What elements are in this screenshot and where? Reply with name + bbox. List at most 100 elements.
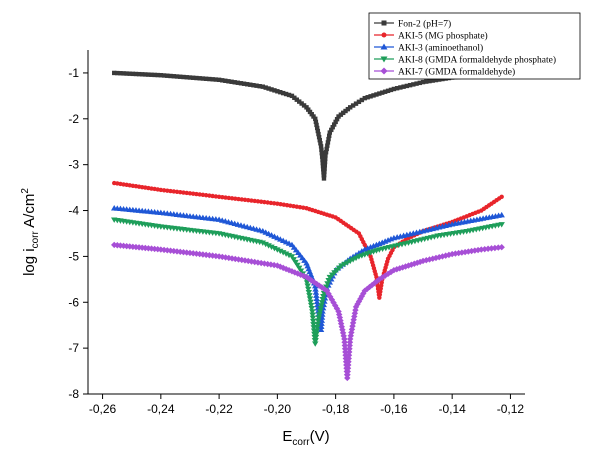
data-point — [353, 101, 359, 106]
data-point — [365, 95, 370, 100]
data-point — [314, 318, 322, 324]
data-point — [303, 280, 311, 286]
data-point — [338, 112, 344, 117]
data-point — [319, 147, 324, 152]
data-point — [223, 195, 228, 200]
data-point — [499, 194, 504, 199]
data-point — [317, 326, 325, 332]
data-point — [313, 292, 320, 298]
data-point — [294, 204, 299, 209]
data-point — [210, 77, 215, 82]
data-point — [326, 133, 332, 139]
data-point — [277, 248, 284, 255]
data-point — [245, 257, 252, 265]
data-point — [388, 87, 394, 93]
data-point — [322, 163, 328, 168]
data-point — [200, 76, 206, 81]
data-point — [236, 196, 241, 202]
data-point — [158, 73, 164, 78]
data-point — [238, 81, 244, 86]
data-point — [265, 200, 270, 205]
data-point — [306, 293, 313, 299]
data-point — [114, 242, 121, 249]
data-point — [184, 190, 189, 196]
data-point — [258, 199, 264, 204]
data-point — [318, 144, 324, 149]
legend-item: AKI-7 (GMDA formaldehyde) — [374, 67, 515, 78]
data-point — [187, 191, 193, 196]
data-point — [309, 112, 314, 117]
series-layer — [111, 70, 505, 382]
series-3 — [111, 205, 505, 332]
data-point — [248, 82, 253, 87]
legend-label: Fon-2 (pH=7) — [398, 19, 451, 30]
data-point — [368, 94, 373, 99]
legend-label: AKI-7 (GMDA formaldehyde) — [398, 67, 515, 78]
data-point — [319, 154, 325, 159]
data-point — [285, 252, 293, 259]
data-point — [191, 75, 196, 80]
data-point — [226, 79, 231, 84]
data-point — [391, 86, 397, 92]
data-point — [283, 91, 289, 97]
data-point — [329, 127, 334, 133]
data-point — [197, 76, 202, 81]
data-point — [318, 314, 326, 320]
data-point — [197, 192, 202, 197]
data-point — [213, 194, 219, 199]
data-point — [317, 306, 324, 312]
data-point — [411, 82, 416, 87]
data-point — [233, 196, 238, 201]
data-point — [319, 151, 324, 156]
x-axis-title-main: E — [282, 428, 292, 445]
data-point — [321, 172, 327, 178]
legend-item: AKI-8 (GMDA formaldehyde phosphate) — [374, 55, 556, 66]
data-point — [194, 75, 199, 81]
data-point — [272, 88, 277, 93]
legend-label: AKI-3 (aminoethanol) — [398, 43, 483, 54]
data-point — [309, 309, 316, 315]
y-tick-label: -2 — [68, 112, 79, 126]
data-point — [314, 321, 321, 328]
data-point — [292, 95, 297, 100]
data-point — [314, 125, 320, 131]
data-point — [307, 109, 313, 115]
data-point — [314, 122, 319, 128]
data-point — [322, 159, 328, 165]
data-point — [216, 194, 222, 199]
data-point — [341, 110, 346, 116]
data-point — [380, 90, 385, 95]
data-point — [316, 309, 324, 315]
data-point — [323, 153, 328, 158]
data-point — [115, 70, 120, 76]
data-point — [430, 78, 435, 83]
data-point — [330, 125, 335, 130]
x-tick-label: -0,16 — [380, 402, 408, 416]
data-point — [112, 70, 117, 76]
data-point — [461, 248, 469, 256]
data-point — [313, 119, 319, 125]
data-point — [213, 77, 219, 82]
data-point — [318, 300, 326, 306]
data-point — [249, 198, 254, 203]
data-point — [320, 293, 327, 300]
data-point — [312, 289, 320, 295]
data-point — [318, 317, 325, 323]
data-point — [331, 122, 337, 127]
data-point — [323, 156, 328, 161]
data-point — [271, 201, 277, 206]
data-point — [260, 84, 265, 89]
data-point — [374, 92, 379, 97]
ticks-layer: -0,26 -0,24 -0,22 -0,20 -0,18 -0,16 -0,14 -0,12… — [68, 66, 524, 416]
data-point — [304, 283, 311, 289]
data-point — [207, 193, 212, 198]
data-point — [226, 195, 232, 201]
data-point — [190, 250, 197, 257]
data-point — [325, 143, 330, 148]
data-point — [158, 187, 164, 193]
data-point — [437, 77, 442, 82]
legend-item: Fon-2 (pH=7) — [374, 19, 451, 30]
data-point — [288, 254, 296, 260]
data-point — [326, 136, 331, 142]
y-tick-label: -3 — [68, 158, 79, 172]
